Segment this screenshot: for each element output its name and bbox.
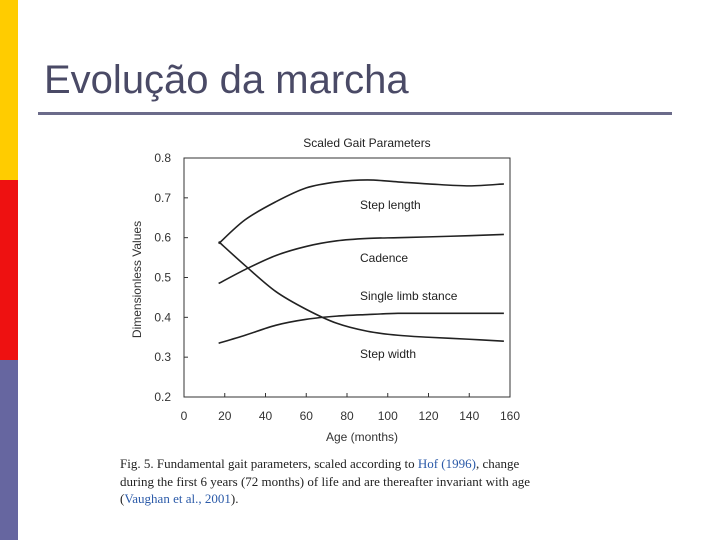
x-axis-label: Age (months) xyxy=(326,430,398,444)
y-tick-label: 0.4 xyxy=(154,310,171,324)
y-tick-label: 0.7 xyxy=(154,191,171,205)
chart-title: Scaled Gait Parameters xyxy=(303,136,430,150)
x-tick-label: 140 xyxy=(459,409,479,423)
caption-text-3: ). xyxy=(230,491,239,506)
accent-bar-yellow xyxy=(0,0,18,180)
y-tick-label: 0.3 xyxy=(154,350,171,364)
x-tick-label: 0 xyxy=(181,409,188,423)
caption-ref-hof[interactable]: Hof (1996) xyxy=(417,456,476,471)
y-tick-label: 0.6 xyxy=(154,231,171,245)
series-line-cadence xyxy=(218,233,504,285)
figure-caption: Fig. 5. Fundamental gait parameters, sca… xyxy=(120,455,550,508)
x-tick-label: 120 xyxy=(418,409,438,423)
series-line-single-limb-stance xyxy=(218,312,504,344)
x-tick-label: 40 xyxy=(259,409,273,423)
x-tick-label: 160 xyxy=(500,409,520,423)
plot-frame xyxy=(183,157,511,398)
caption-ref-vaughan[interactable]: Vaughan et al., 2001 xyxy=(124,491,231,506)
accent-bar-blue xyxy=(0,360,18,540)
series-label-step-width: Step width xyxy=(360,347,416,361)
x-tick-label: 100 xyxy=(378,409,398,423)
caption-text-1: Fig. 5. Fundamental gait parameters, sca… xyxy=(120,456,418,471)
x-tick-label: 80 xyxy=(340,409,354,423)
title-underline xyxy=(38,112,672,115)
slide-title: Evolução da marcha xyxy=(44,58,409,102)
y-tick-label: 0.2 xyxy=(154,390,171,404)
series-label-cadence: Cadence xyxy=(360,251,408,265)
series-line-step-length xyxy=(218,179,504,245)
y-axis-label: Dimensionless Values xyxy=(130,221,144,338)
y-tick-label: 0.8 xyxy=(154,151,171,165)
accent-bar-red xyxy=(0,180,18,360)
x-tick-label: 60 xyxy=(300,409,314,423)
x-tick-label: 20 xyxy=(218,409,232,423)
y-tick-label: 0.5 xyxy=(154,271,171,285)
series-label-step-length: Step length xyxy=(360,198,421,212)
series-label-single-limb-stance: Single limb stance xyxy=(360,289,458,303)
series-line-step-width xyxy=(218,241,504,343)
caption-text-2: , change during the first 6 years (72 mo… xyxy=(120,456,531,506)
